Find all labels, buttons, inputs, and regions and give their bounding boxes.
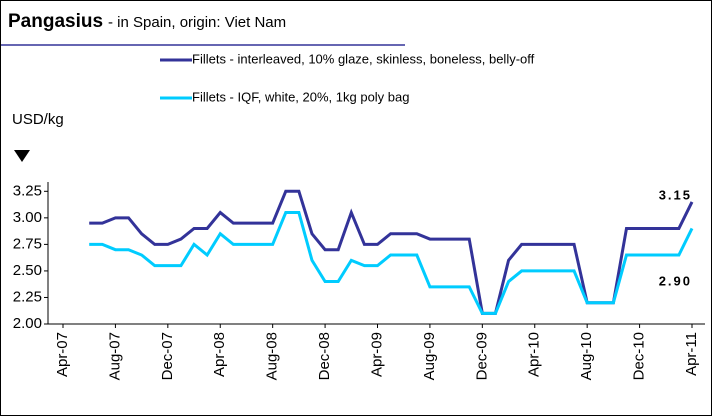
y-tick-label: 3.00 [13,209,42,226]
legend-label: Fillets - interleaved, 10% glaze, skinle… [192,51,535,66]
y-tick-label: 3.25 [13,182,42,199]
chart-subtitle: - in Spain, origin: Viet Nam [108,14,286,31]
series-line [89,211,694,315]
x-tick-label: Apr-10 [526,332,543,377]
x-tick-label: Apr-08 [211,332,228,377]
chart-title: Pangasius [8,11,103,32]
y-tick-label: 2.75 [13,235,42,252]
x-tick-label: Apr-09 [368,332,385,377]
y-tick-label: 2.25 [13,288,42,305]
x-tick-label: Apr-11 [683,332,700,376]
x-tick-label: Dec-07 [159,332,176,380]
x-tick-label: Dec-09 [473,332,490,380]
series-line [89,189,694,315]
x-tick-label: Aug-09 [421,332,438,380]
y-tick-label: 2.50 [13,262,42,279]
value-label: 2.90 [659,273,692,288]
value-label: 3.15 [659,187,692,202]
y-axis-label: USD/kg [12,111,64,128]
x-tick-label: Aug-10 [578,332,595,380]
x-tick-label: Aug-08 [264,332,281,380]
x-tick-label: Aug-07 [106,332,123,380]
legend-label: Fillets - IQF, white, 20%, 1kg poly bag [192,89,409,104]
x-tick-label: Dec-10 [631,332,648,380]
y-tick-label: 2.00 [13,315,42,332]
y-axis-marker [14,150,30,162]
x-tick-label: Dec-08 [316,332,333,380]
x-tick-label: Apr-07 [54,332,71,377]
